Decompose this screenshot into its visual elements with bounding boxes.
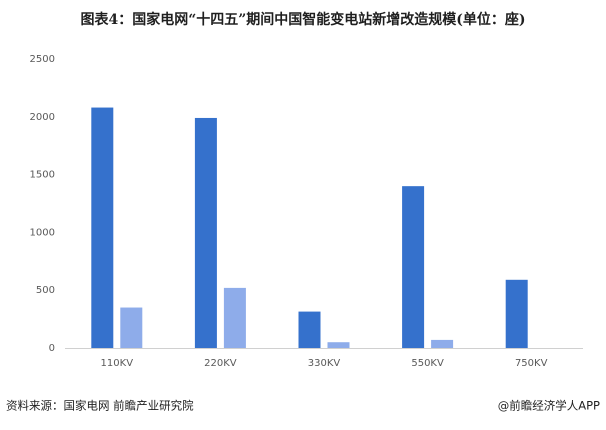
bar xyxy=(298,311,321,348)
bar xyxy=(194,117,217,349)
bar xyxy=(402,186,425,348)
source: 资料来源：国家电网 前瞻产业研究院 xyxy=(6,399,194,413)
y-tick-label: 2500 xyxy=(30,54,55,65)
bar xyxy=(431,339,454,348)
y-tick-label: 500 xyxy=(36,285,55,296)
x-tick-label: 750KV xyxy=(515,358,548,369)
bar xyxy=(91,107,114,348)
y-tick-label: 1000 xyxy=(30,227,55,238)
x-tick-label: 220KV xyxy=(204,358,237,369)
chart-title: 图表4：国家电网“十四五”期间中国智能变电站新增改造规模(单位：座) xyxy=(80,11,525,28)
x-tick-label: 550KV xyxy=(411,358,444,369)
y-tick-label: 1500 xyxy=(30,170,55,181)
bar xyxy=(120,307,143,348)
x-tick-label: 330KV xyxy=(308,358,341,369)
x-tick-label: 110KV xyxy=(101,358,134,369)
credit: @前瞻经济学人APP xyxy=(498,399,600,413)
bar xyxy=(223,287,246,348)
y-tick-label: 0 xyxy=(49,343,55,354)
y-tick-label: 2000 xyxy=(30,112,55,123)
bar xyxy=(505,279,528,348)
bar xyxy=(327,342,350,348)
